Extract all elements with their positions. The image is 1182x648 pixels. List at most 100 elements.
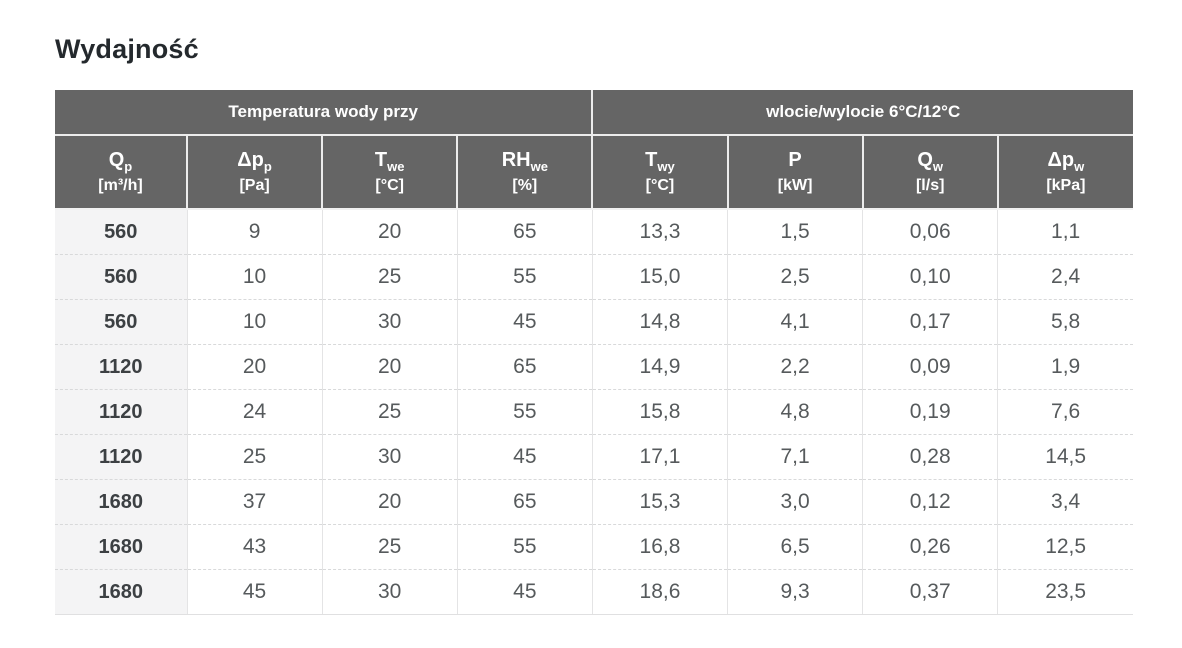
column-header-twy: Twy [°C] — [592, 135, 729, 211]
table-cell: 45 — [457, 569, 593, 616]
column-header-qp: Qp [m³/h] — [55, 135, 188, 211]
table-cell: 12,5 — [997, 524, 1133, 571]
column-unit: [m³/h] — [98, 177, 143, 195]
table-row: 560 10 30 45 14,8 4,1 0,17 5,8 — [55, 299, 1133, 346]
table-cell: 4,1 — [727, 299, 864, 346]
table-row: 560 10 25 55 15,0 2,5 0,10 2,4 — [55, 254, 1133, 301]
table-cell: 17,1 — [592, 434, 729, 481]
column-header-dpw: Δpw [kPa] — [997, 135, 1133, 211]
table-cell: 7,1 — [727, 434, 864, 481]
row-header-cell: 1120 — [55, 344, 188, 391]
row-header-cell: 560 — [55, 254, 188, 301]
table-cell: 13,3 — [592, 209, 729, 256]
row-header-cell: 1680 — [55, 569, 188, 616]
table-cell: 65 — [457, 344, 593, 391]
table-cell: 2,5 — [727, 254, 864, 301]
column-unit: [kPa] — [1046, 177, 1086, 195]
column-symbol: RHwe — [501, 148, 548, 174]
performance-table: Temperatura wody przy wlocie/wylocie 6°C… — [55, 90, 1133, 616]
table-cell: 0,28 — [862, 434, 999, 481]
table-cell: 1,5 — [727, 209, 864, 256]
column-header-twe: Twe [°C] — [322, 135, 459, 211]
table-cell: 25 — [322, 389, 458, 436]
table-cell: 1,9 — [997, 344, 1133, 391]
table-cell: 55 — [457, 254, 593, 301]
column-unit: [°C] — [375, 177, 404, 195]
table-cell: 10 — [187, 254, 323, 301]
table-cell: 65 — [457, 479, 593, 526]
table-cell: 14,9 — [592, 344, 729, 391]
table-cell: 0,12 — [862, 479, 999, 526]
table-cell: 20 — [322, 209, 458, 256]
column-header-rhwe: RHwe [%] — [457, 135, 594, 211]
table-cell: 0,19 — [862, 389, 999, 436]
table-cell: 15,3 — [592, 479, 729, 526]
table-cell: 2,4 — [997, 254, 1133, 301]
column-symbol: Twe — [374, 148, 405, 174]
row-header-cell: 1120 — [55, 434, 188, 481]
column-header-p: P [kW] — [727, 135, 864, 211]
column-symbol: Δpw — [1047, 148, 1085, 174]
table-cell: 14,5 — [997, 434, 1133, 481]
table-cell: 4,8 — [727, 389, 864, 436]
table-cell: 0,06 — [862, 209, 999, 256]
group-header-row: Temperatura wody przy wlocie/wylocie 6°C… — [55, 90, 1133, 137]
table-cell: 25 — [322, 254, 458, 301]
table-cell: 15,0 — [592, 254, 729, 301]
table-cell: 10 — [187, 299, 323, 346]
column-symbol: Qp — [108, 148, 133, 174]
table-cell: 2,2 — [727, 344, 864, 391]
table-cell: 1,1 — [997, 209, 1133, 256]
column-unit: [%] — [512, 177, 538, 195]
table-cell: 5,8 — [997, 299, 1133, 346]
table-cell: 3,4 — [997, 479, 1133, 526]
table-cell: 20 — [187, 344, 323, 391]
row-header-cell: 1680 — [55, 479, 188, 526]
table-cell: 30 — [322, 434, 458, 481]
table-cell: 37 — [187, 479, 323, 526]
group-header-water-temp: Temperatura wody przy — [55, 90, 594, 137]
table-cell: 55 — [457, 524, 593, 571]
column-symbol: P — [788, 148, 802, 171]
table-cell: 0,17 — [862, 299, 999, 346]
table-cell: 20 — [322, 479, 458, 526]
table-cell: 45 — [187, 569, 323, 616]
column-unit: [Pa] — [239, 177, 270, 195]
table-cell: 6,5 — [727, 524, 864, 571]
table-head: Temperatura wody przy wlocie/wylocie 6°C… — [55, 90, 1133, 211]
table-cell: 3,0 — [727, 479, 864, 526]
column-symbol: Qw — [917, 148, 944, 174]
table-cell: 0,09 — [862, 344, 999, 391]
column-header-qw: Qw [l/s] — [862, 135, 999, 211]
table-cell: 9 — [187, 209, 323, 256]
column-header-dpp: Δpp [Pa] — [187, 135, 324, 211]
table-cell: 45 — [457, 299, 593, 346]
table-cell: 43 — [187, 524, 323, 571]
table-row: 1680 37 20 65 15,3 3,0 0,12 3,4 — [55, 479, 1133, 526]
table-cell: 30 — [322, 299, 458, 346]
table-row: 560 9 20 65 13,3 1,5 0,06 1,1 — [55, 209, 1133, 256]
row-header-cell: 1120 — [55, 389, 188, 436]
column-symbol: Δpp — [237, 148, 272, 174]
group-header-inlet-outlet: wlocie/wylocie 6°C/12°C — [592, 90, 1133, 137]
table-cell: 7,6 — [997, 389, 1133, 436]
column-header-row: Qp [m³/h] Δpp [Pa] Twe [°C] RHwe [%] Twy — [55, 135, 1133, 211]
table-row: 1120 24 25 55 15,8 4,8 0,19 7,6 — [55, 389, 1133, 436]
table-cell: 25 — [322, 524, 458, 571]
table-row: 1120 25 30 45 17,1 7,1 0,28 14,5 — [55, 434, 1133, 481]
row-header-cell: 560 — [55, 209, 188, 256]
table-row: 1120 20 20 65 14,9 2,2 0,09 1,9 — [55, 344, 1133, 391]
table-cell: 15,8 — [592, 389, 729, 436]
column-unit: [l/s] — [915, 177, 945, 195]
table-row: 1680 45 30 45 18,6 9,3 0,37 23,5 — [55, 569, 1133, 616]
table-cell: 0,37 — [862, 569, 999, 616]
column-unit: [°C] — [645, 177, 675, 195]
table-cell: 0,10 — [862, 254, 999, 301]
table-cell: 65 — [457, 209, 593, 256]
table-cell: 0,26 — [862, 524, 999, 571]
table-cell: 23,5 — [997, 569, 1133, 616]
row-header-cell: 1680 — [55, 524, 188, 571]
table-cell: 14,8 — [592, 299, 729, 346]
table-cell: 18,6 — [592, 569, 729, 616]
